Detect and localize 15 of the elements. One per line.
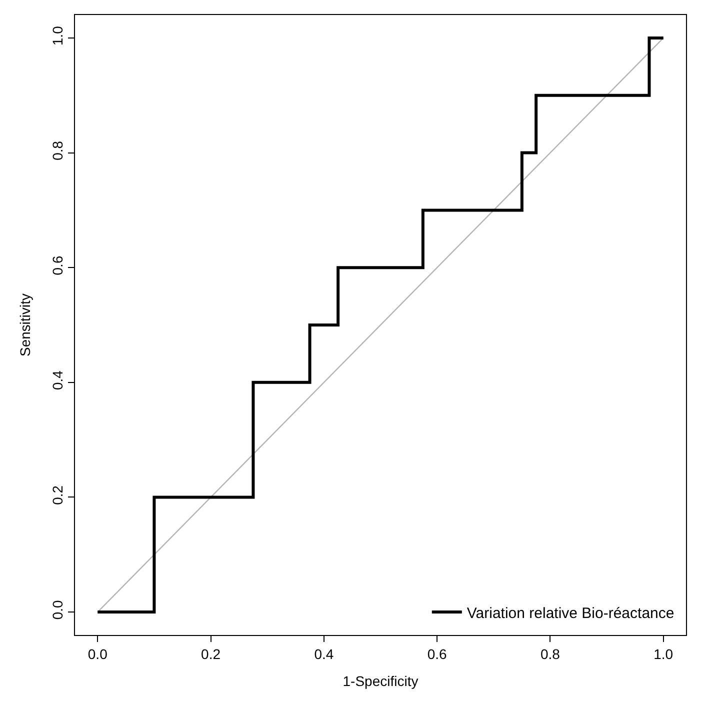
y-tick-label: 0.4: [49, 370, 66, 390]
x-tick-label: 0.6: [427, 646, 448, 662]
x-tick-label: 1.0: [654, 646, 674, 662]
y-tick-label: 0.8: [49, 140, 66, 160]
x-axis-title: 1-Specificity: [342, 673, 418, 690]
y-tick-label: 0.2: [49, 485, 66, 505]
y-tick-label: 0.0: [49, 600, 66, 620]
x-tick-label: 0.2: [201, 646, 221, 662]
y-tick-label: 1.0: [49, 26, 66, 46]
legend-label: Variation relative Bio-réactance: [466, 604, 674, 622]
x-tick-label: 0.4: [314, 646, 334, 662]
x-tick-label: 0.8: [540, 646, 560, 662]
x-tick-label: 0.0: [88, 646, 108, 662]
y-tick-label: 0.6: [49, 256, 66, 276]
y-axis-title: Sensitivity: [17, 293, 33, 357]
